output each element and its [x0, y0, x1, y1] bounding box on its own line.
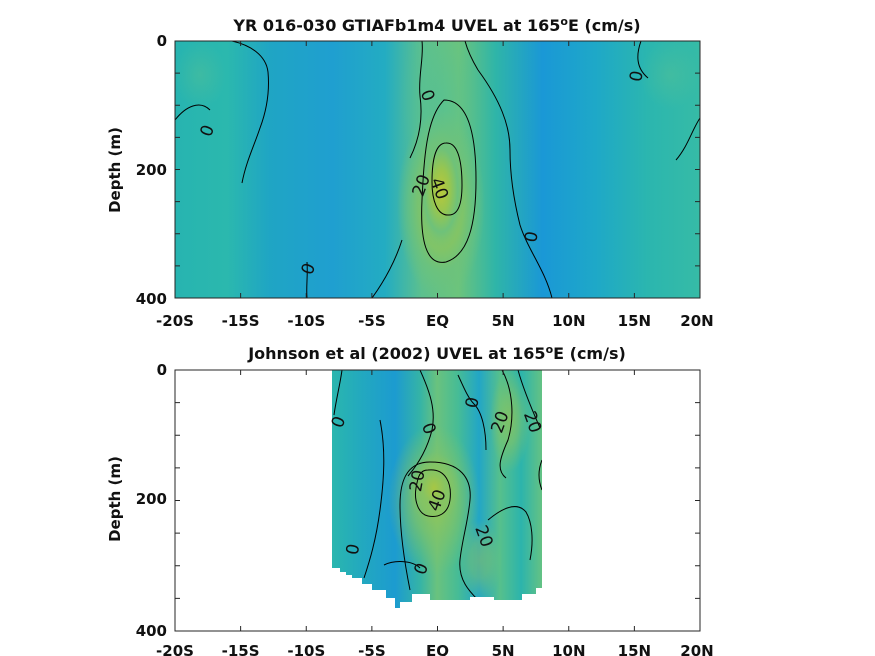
panel1-shallow-blob-left	[175, 41, 226, 109]
panel2-title: Johnson et al (2002) UVEL at 165oE (cm/s…	[247, 343, 626, 363]
panel1-xtick: 5N	[492, 312, 515, 330]
panel1-contour-0-ne	[637, 41, 649, 79]
panel1-ytick: 200	[136, 161, 167, 179]
panel1-xtick: EQ	[426, 312, 449, 330]
panel1-title: YR 016-030 GTIAFb1m4 UVEL at 165oE (cm/s…	[232, 15, 640, 35]
panel1-xtick: -10S	[287, 312, 325, 330]
panel2-east-jet	[490, 370, 530, 472]
panel1-contour-40	[431, 142, 463, 216]
panel2-ylabel: Depth (m)	[106, 456, 124, 542]
panel2-ytick: 0	[157, 361, 167, 379]
panel1-ytick: 0	[157, 32, 167, 50]
panel2-contour-0-south	[383, 561, 421, 569]
panel2-ytick: 400	[136, 622, 167, 640]
panel1-xtick: -20S	[156, 312, 194, 330]
panel2-xtick: -15S	[222, 642, 260, 656]
panel1-contours	[175, 41, 700, 298]
panel2-contour-20-south	[487, 506, 533, 561]
panel2-contour-label: 0	[343, 542, 365, 556]
panel2-xtick: -20S	[156, 642, 194, 656]
panel2-contour-label: 0	[462, 396, 484, 410]
panel2-xtick: EQ	[426, 642, 449, 656]
panel1-shallow-blob-right	[640, 41, 700, 109]
panel1-contour-0-west	[231, 41, 269, 184]
panel1-xtick: 20N	[680, 312, 713, 330]
panel2-xtick: -10S	[287, 642, 325, 656]
panel2-xtick: 10N	[552, 642, 585, 656]
panel2-xtick: 15N	[618, 642, 651, 656]
panel2-contour-0-west-top	[333, 370, 343, 416]
panel2-contour-20-east	[499, 370, 513, 479]
panel1-ytick: 400	[136, 290, 167, 308]
panel1-ylabel: Depth (m)	[106, 127, 124, 213]
panel2-xtick: 20N	[680, 642, 713, 656]
panel2-contour-label: 20	[406, 469, 429, 494]
panel1-xtick: -5S	[358, 312, 385, 330]
panel2-contour-20-core-west	[399, 461, 431, 591]
panel2-contour-20-east2	[517, 370, 541, 429]
panel2-heatmap	[332, 370, 542, 608]
panel1-contour-0-sw	[306, 261, 308, 298]
panel1-xtick: 15N	[618, 312, 651, 330]
panel1-contour-20	[421, 99, 477, 263]
panel1-contour-label: 0	[626, 69, 648, 83]
panel1-contour-0-top	[464, 41, 479, 71]
panel2-core	[408, 452, 460, 524]
panel1-xtick: 10N	[552, 312, 585, 330]
panel1-contour-0-far-east	[675, 117, 700, 161]
panel2-xtick: -5S	[358, 642, 385, 656]
panel2-contour-0-ne	[457, 374, 487, 451]
panel1-contour-0-south	[371, 239, 403, 298]
panel2-xtick: 5N	[492, 642, 515, 656]
panel2-south-jet	[458, 520, 502, 600]
panel2-contours	[333, 370, 542, 601]
panel1-core	[417, 130, 465, 250]
panel1-contour-0-west-branch	[175, 104, 211, 121]
panel1-heatmap	[175, 41, 700, 298]
panel1-contour-0-east	[477, 69, 553, 298]
panel1-xtick: -15S	[222, 312, 260, 330]
panel2-contour-0-east-edge	[538, 459, 542, 491]
panel1-contour-label: 0	[521, 230, 543, 244]
panel2-ytick: 200	[136, 490, 167, 508]
panel1-tick-marks	[174, 40, 701, 299]
panel2-contour-20-core	[429, 461, 479, 601]
panel2-contour-0-north	[407, 370, 434, 477]
panel2-tick-marks	[174, 369, 701, 632]
panel2-contour-40	[415, 469, 451, 517]
panel1-contour-0-north	[409, 41, 423, 159]
panel2-contour-0-west	[363, 419, 385, 579]
